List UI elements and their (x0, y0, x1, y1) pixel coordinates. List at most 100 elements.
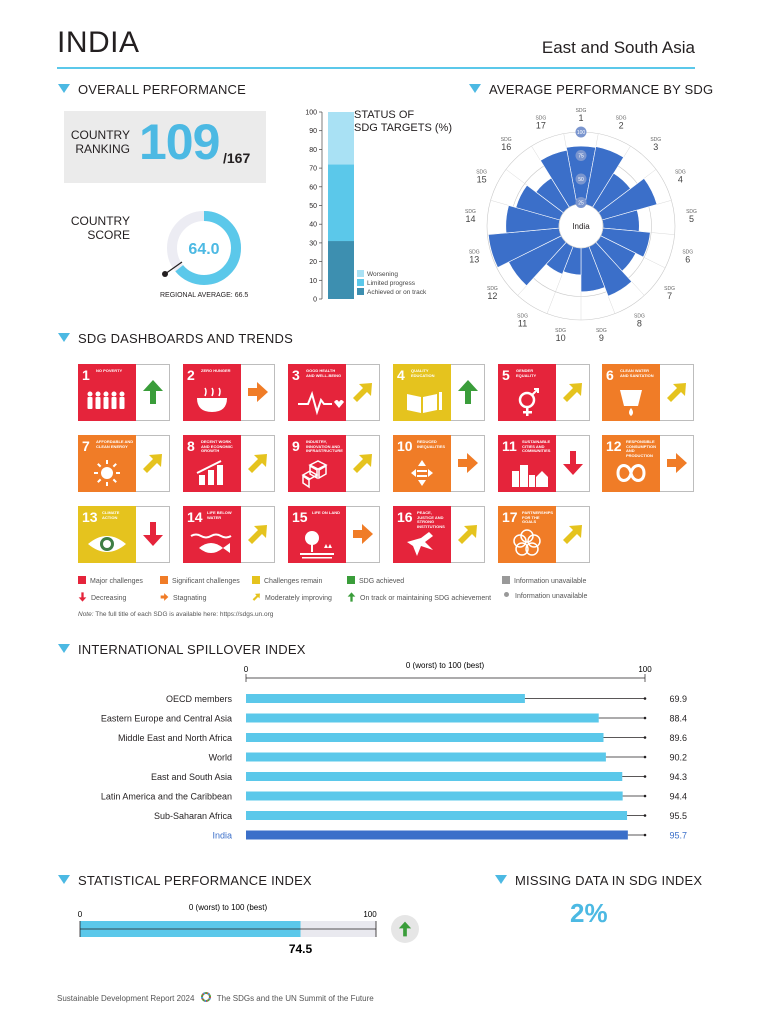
status-tick-label: 60 (309, 184, 317, 191)
spillover-row-label: Sub-Saharan Africa (154, 811, 232, 821)
radar-sdg-number: 5 (689, 214, 694, 224)
sdg-status-tile: 16 PEACE, JUSTICE AND STRONG INSTITUTIONS (393, 506, 451, 563)
sdg-trend-box (136, 506, 170, 563)
section-missing-data: MISSING DATA IN SDG INDEX (495, 873, 702, 888)
legend-swatch (347, 576, 355, 584)
spillover-row-value: 88.4 (669, 714, 687, 724)
spillover-scale-caption: 0 (worst) to 100 (best) (406, 661, 485, 670)
status-tick-label: 80 (309, 147, 317, 154)
score-gauge: 64.0 (162, 211, 241, 285)
status-tick-label: 40 (309, 222, 317, 229)
trend-diag-arrow-icon (458, 525, 477, 544)
spillover-row-value: 69.9 (669, 694, 687, 704)
legend-label: On track or maintaining SDG achievement (360, 595, 492, 602)
sdg-trend-box (346, 506, 380, 563)
legend-status-item: SDG achieved (347, 576, 404, 585)
sdg-goal-title: GOOD HEALTH AND WELL-BEING (306, 368, 342, 378)
trend-right-arrow-icon (248, 382, 268, 402)
legend-label: SDG achieved (359, 578, 405, 585)
sdg-card-8: 8 DECENT WORK AND ECONOMIC GROWTH (183, 435, 276, 492)
trend-down-arrow-icon (563, 451, 583, 475)
radar-sdg-prefix: SDG (650, 137, 661, 143)
sdg-card-11: 11 SUSTAINABLE CITIES AND COMMUNITIES (498, 435, 591, 492)
country-name: INDIA (57, 26, 140, 59)
spillover-row-label: OECD members (166, 694, 233, 704)
legend-up-arrow-icon (347, 592, 356, 602)
radar-sdg-number: 11 (518, 318, 527, 328)
spillover-scale-right: 100 (638, 665, 652, 674)
sdg-goal-title: LIFE ON LAND (312, 510, 340, 515)
radar-sdg-number: 4 (678, 175, 683, 185)
radar-sdg-number: 7 (667, 291, 672, 301)
spi-scale-left: 0 (78, 910, 83, 919)
radar-sdg-number: 3 (653, 142, 658, 152)
sdg-goal-title: RESPONSIBLE CONSUMPTION AND PRODUCTION (626, 439, 656, 458)
spillover-row-value: 95.5 (669, 811, 687, 821)
score-value: 64.0 (188, 241, 219, 258)
sdg-number: 5 (502, 367, 510, 383)
radar-sdg-number: 17 (536, 120, 546, 130)
status-title: STATUS OF SDG TARGETS (%) (354, 109, 452, 134)
radar-sdg-prefix: SDG (686, 209, 697, 215)
sdg-number: 4 (397, 367, 405, 383)
info-dot-icon (504, 592, 509, 597)
legend-trend-item: Stagnating (160, 592, 206, 602)
sdg-1-goal-icon (87, 391, 125, 409)
legend-swatch (78, 576, 86, 584)
sdg-status-tile: 12 RESPONSIBLE CONSUMPTION AND PRODUCTION (602, 435, 660, 492)
legend-label: Challenges remain (264, 578, 323, 585)
radar-ring-label: 25 (578, 201, 584, 207)
status-tick-label: 30 (309, 240, 317, 247)
legend-label: Moderately improving (265, 595, 332, 602)
spillover-svg: 0 100 0 (worst) to 100 (best) OECD members 6… (101, 661, 687, 841)
sdg-13-goal-icon (88, 536, 126, 552)
legend-swatch (252, 576, 260, 584)
sdg-number: 14 (187, 509, 203, 525)
sdg-10-goal-icon (411, 460, 433, 486)
sdg-number: 11 (502, 438, 517, 454)
sdg-15-goal-icon (300, 531, 334, 559)
sdg-trend-box (451, 364, 485, 421)
radar-sdg-prefix: SDG (476, 170, 487, 176)
status-tick-label: 20 (309, 259, 317, 266)
missing-data-value: 2% (570, 898, 608, 928)
spillover-row-label: East and South Asia (151, 772, 232, 782)
sdg-trend-box (241, 506, 275, 563)
sdg-goal-title: REDUCED INEQUALITIES (417, 439, 446, 449)
status-tick-label: 50 (309, 203, 317, 210)
legend-trend-item: On track or maintaining SDG achievement (347, 592, 491, 602)
trend-up-arrow-icon (143, 380, 163, 404)
radar-sdg-prefix: SDG (664, 286, 675, 292)
spillover-bar (246, 713, 599, 723)
sdg-wheel-icon (200, 992, 211, 1002)
status-tick-label: 100 (305, 110, 317, 117)
radar-ring-label: 100 (577, 130, 586, 136)
sdg-number: 10 (397, 438, 413, 454)
triangle-marker-icon (469, 84, 481, 93)
sdg-status-tile: 17 PARTNERSHIPS FOR THE GOALS (498, 506, 556, 563)
sdg-2-goal-icon (197, 387, 227, 412)
radar-sdg-number: 2 (619, 120, 624, 130)
spillover-row-value: 94.3 (669, 772, 687, 782)
radar-sdg-prefix: SDG (576, 108, 587, 114)
triangle-marker-icon (58, 644, 70, 653)
spillover-bar (246, 791, 623, 801)
radar-sdg-number: 6 (685, 254, 690, 264)
sdg-17-goal-icon (513, 529, 541, 556)
spillover-row-label: India (212, 831, 232, 841)
regional-average-marker (164, 261, 183, 275)
sdg-4-goal-icon (407, 392, 442, 413)
legend-diag-arrow-icon (252, 593, 260, 601)
sdg-goal-title: CLEAN WATER AND SANITATION (620, 368, 654, 378)
sdg-trend-box (660, 435, 694, 492)
score-label: COUNTRY SCORE (70, 214, 130, 242)
spi-trend-up-arrow-icon (398, 921, 412, 937)
sdg-card-16: 16 PEACE, JUSTICE AND STRONG INSTITUTIONS (393, 506, 486, 563)
region-name: East and South Asia (541, 38, 695, 57)
legend-label: Major challenges (90, 578, 143, 585)
sdg-status-tile: 11 SUSTAINABLE CITIES AND COMMUNITIES (498, 435, 556, 492)
radar-sdg-number: 14 (465, 214, 475, 224)
status-legend-label: Limited progress (367, 280, 416, 287)
sdg-status-tile: 7 AFFORDABLE AND CLEAN ENERGY (78, 435, 136, 492)
